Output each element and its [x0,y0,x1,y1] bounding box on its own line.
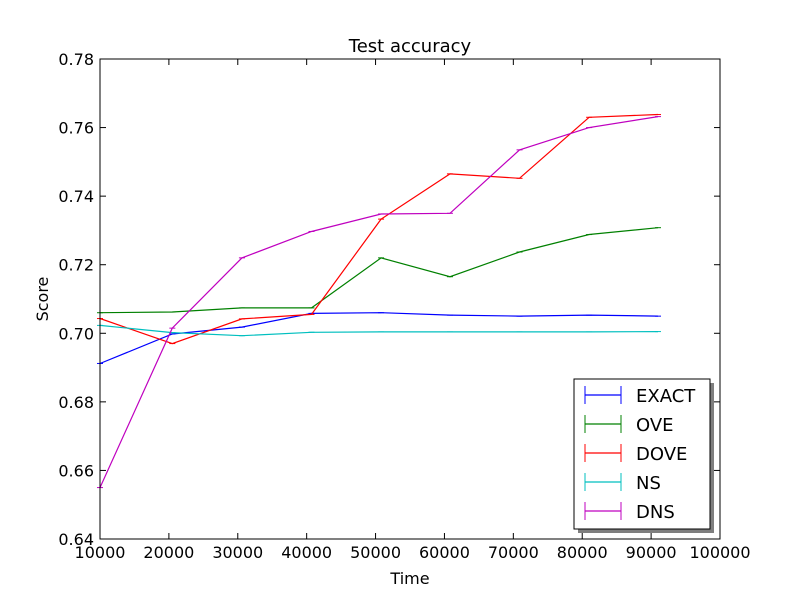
plot-series [97,113,661,489]
x-tick-label: 60000 [419,543,470,562]
legend-label: EXACT [636,386,696,407]
legend-label: DNS [636,502,675,523]
x-tick-label: 90000 [626,543,677,562]
series-ove [97,227,661,314]
legend: EXACT OVE DOVE NS DNS [573,378,714,533]
x-tick-label: 100000 [689,543,750,562]
legend-box [573,378,711,530]
x-tick-label: 50000 [350,543,401,562]
series-dns [97,116,661,489]
y-tick-label: 0.64 [58,530,94,549]
chart-title: Test accuracy [348,36,472,57]
x-tick-label: 30000 [212,543,263,562]
x-axis-label: Time [389,569,429,588]
plot-frame [99,58,721,540]
y-tick-label: 0.68 [58,393,94,412]
legend-label: OVE [636,415,674,436]
legend-entry-dns: DNS [584,502,675,523]
legend-label: NS [636,473,661,494]
x-tick-label: 10000 [75,543,126,562]
series-line-ns [99,324,659,337]
x-tick-label: 40000 [281,543,332,562]
y-tick-label: 0.66 [58,461,94,480]
series-ns [97,324,661,337]
series-exact [97,312,661,365]
y-axis-label: Score [33,277,52,322]
legend-entry-dove: DOVE [584,444,687,465]
legend-entry-ove: OVE [584,415,674,436]
y-tick-label: 0.70 [58,324,94,343]
legend-entry-ns: NS [584,473,661,494]
legend-entry-exact: EXACT [584,386,696,407]
y-tick-label: 0.72 [58,256,94,275]
x-tick-label: 20000 [143,543,194,562]
axis-ticks: 10000 20000 30000 40000 50000 60000 70000 80000… [58,50,750,562]
series-line-dove [99,113,659,345]
x-tick-label: 80000 [557,543,608,562]
series-line-exact [99,312,659,365]
legend-label: DOVE [636,444,687,465]
series-dove [97,113,661,345]
series-line-ove [99,227,659,314]
x-tick-label: 70000 [488,543,539,562]
y-tick-label: 0.78 [58,50,94,69]
y-tick-label: 0.76 [58,119,94,138]
y-tick-label: 0.74 [58,187,94,206]
